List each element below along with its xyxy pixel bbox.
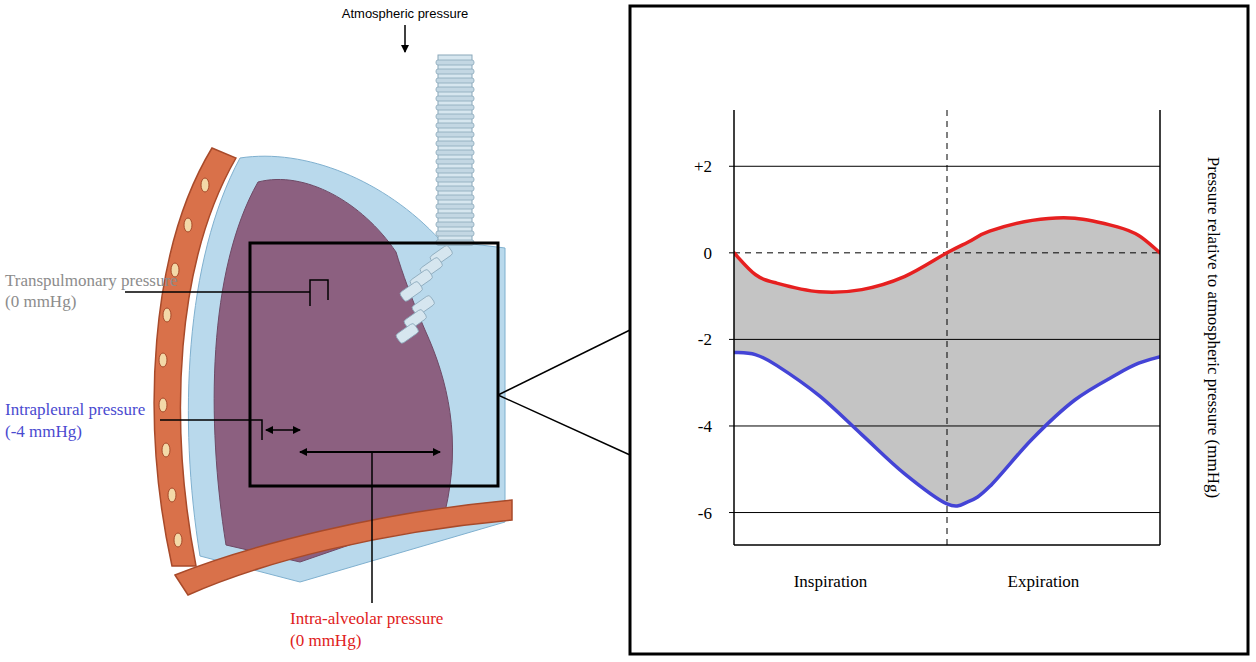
rib <box>163 308 171 322</box>
y-tick-label: -4 <box>698 417 713 436</box>
trachea-ring <box>436 141 474 146</box>
phase-label: Expiration <box>1008 572 1080 591</box>
transpulmonary-leader <box>125 280 328 306</box>
intra-alveolar-leader <box>371 452 373 603</box>
axis-right <box>1159 110 1161 545</box>
trachea-ring <box>436 159 474 164</box>
trachea-ring <box>436 168 474 173</box>
zoom-connector <box>498 330 630 395</box>
intrapleural-leader <box>160 420 262 440</box>
grid-line <box>734 512 1160 513</box>
intrapleural-title: Intrapleural pressure <box>5 400 145 419</box>
atmospheric-arrow <box>404 25 406 52</box>
diaphragm <box>175 500 512 595</box>
trachea-ring <box>436 123 474 128</box>
trachea-ring <box>436 231 474 236</box>
y-axis-title: Pressure relative to atmospheric pressur… <box>1204 157 1223 498</box>
trachea-ring <box>436 105 474 110</box>
zoom-box <box>250 243 498 486</box>
canvas: Atmospheric pressure Transpulmonary press… <box>0 0 1256 662</box>
plot-area <box>734 110 1160 545</box>
trachea-ring <box>436 60 474 65</box>
rib <box>201 178 209 192</box>
chest-wall <box>154 148 236 566</box>
trachea-ring <box>436 177 474 182</box>
pressure-line <box>734 218 1160 292</box>
grid-line <box>734 339 1160 340</box>
lung-illustration <box>154 55 512 595</box>
transpulmonary-value: (0 mmHg) <box>5 292 76 311</box>
intra-alveolar-arrow <box>300 451 440 453</box>
y-tick-label: -6 <box>698 504 712 523</box>
trachea-ring <box>436 186 474 191</box>
y-axis: -6 -4 -2 0 +2 <box>694 157 734 522</box>
axis-bottom <box>734 544 1160 546</box>
phase-label: Inspiration <box>794 572 868 591</box>
atmospheric-label: Atmospheric pressure <box>342 6 468 21</box>
pressure-line <box>734 352 1160 506</box>
rib <box>184 218 192 232</box>
trachea-ring <box>436 114 474 119</box>
trachea-ring <box>436 213 474 218</box>
trachea-ring <box>436 150 474 155</box>
intra-alveolar-value: (0 mmHg) <box>290 631 361 650</box>
intrapleural-arrow <box>266 429 300 431</box>
trachea-ring <box>436 204 474 209</box>
intrapleural-value: (-4 mmHg) <box>5 422 82 441</box>
chart-frame <box>630 6 1248 654</box>
trachea-ring <box>436 87 474 92</box>
phase-boundary <box>947 110 948 545</box>
transpulmonary-title: Transpulmonary pressure <box>5 271 178 290</box>
zoom-connector <box>498 395 630 455</box>
rib <box>159 353 167 367</box>
bronchus <box>399 281 423 303</box>
intra-alveolar-title: Intra-alveolar pressure <box>290 609 443 628</box>
trachea-ring <box>436 69 474 74</box>
rib <box>174 533 182 547</box>
trachea-ring <box>436 96 474 101</box>
trachea-ring <box>436 195 474 200</box>
grid-line <box>734 425 1160 426</box>
rib <box>162 443 170 457</box>
rib <box>159 398 167 412</box>
rib <box>168 488 176 502</box>
bronchus <box>395 323 419 345</box>
y-tick-label: 0 <box>704 244 713 263</box>
y-tick-label: +2 <box>694 157 712 176</box>
trachea-ring <box>436 222 474 227</box>
y-tick-label: -2 <box>698 330 712 349</box>
trachea-ring <box>436 78 474 83</box>
trachea-ring <box>436 132 474 137</box>
axis-left <box>733 110 735 545</box>
